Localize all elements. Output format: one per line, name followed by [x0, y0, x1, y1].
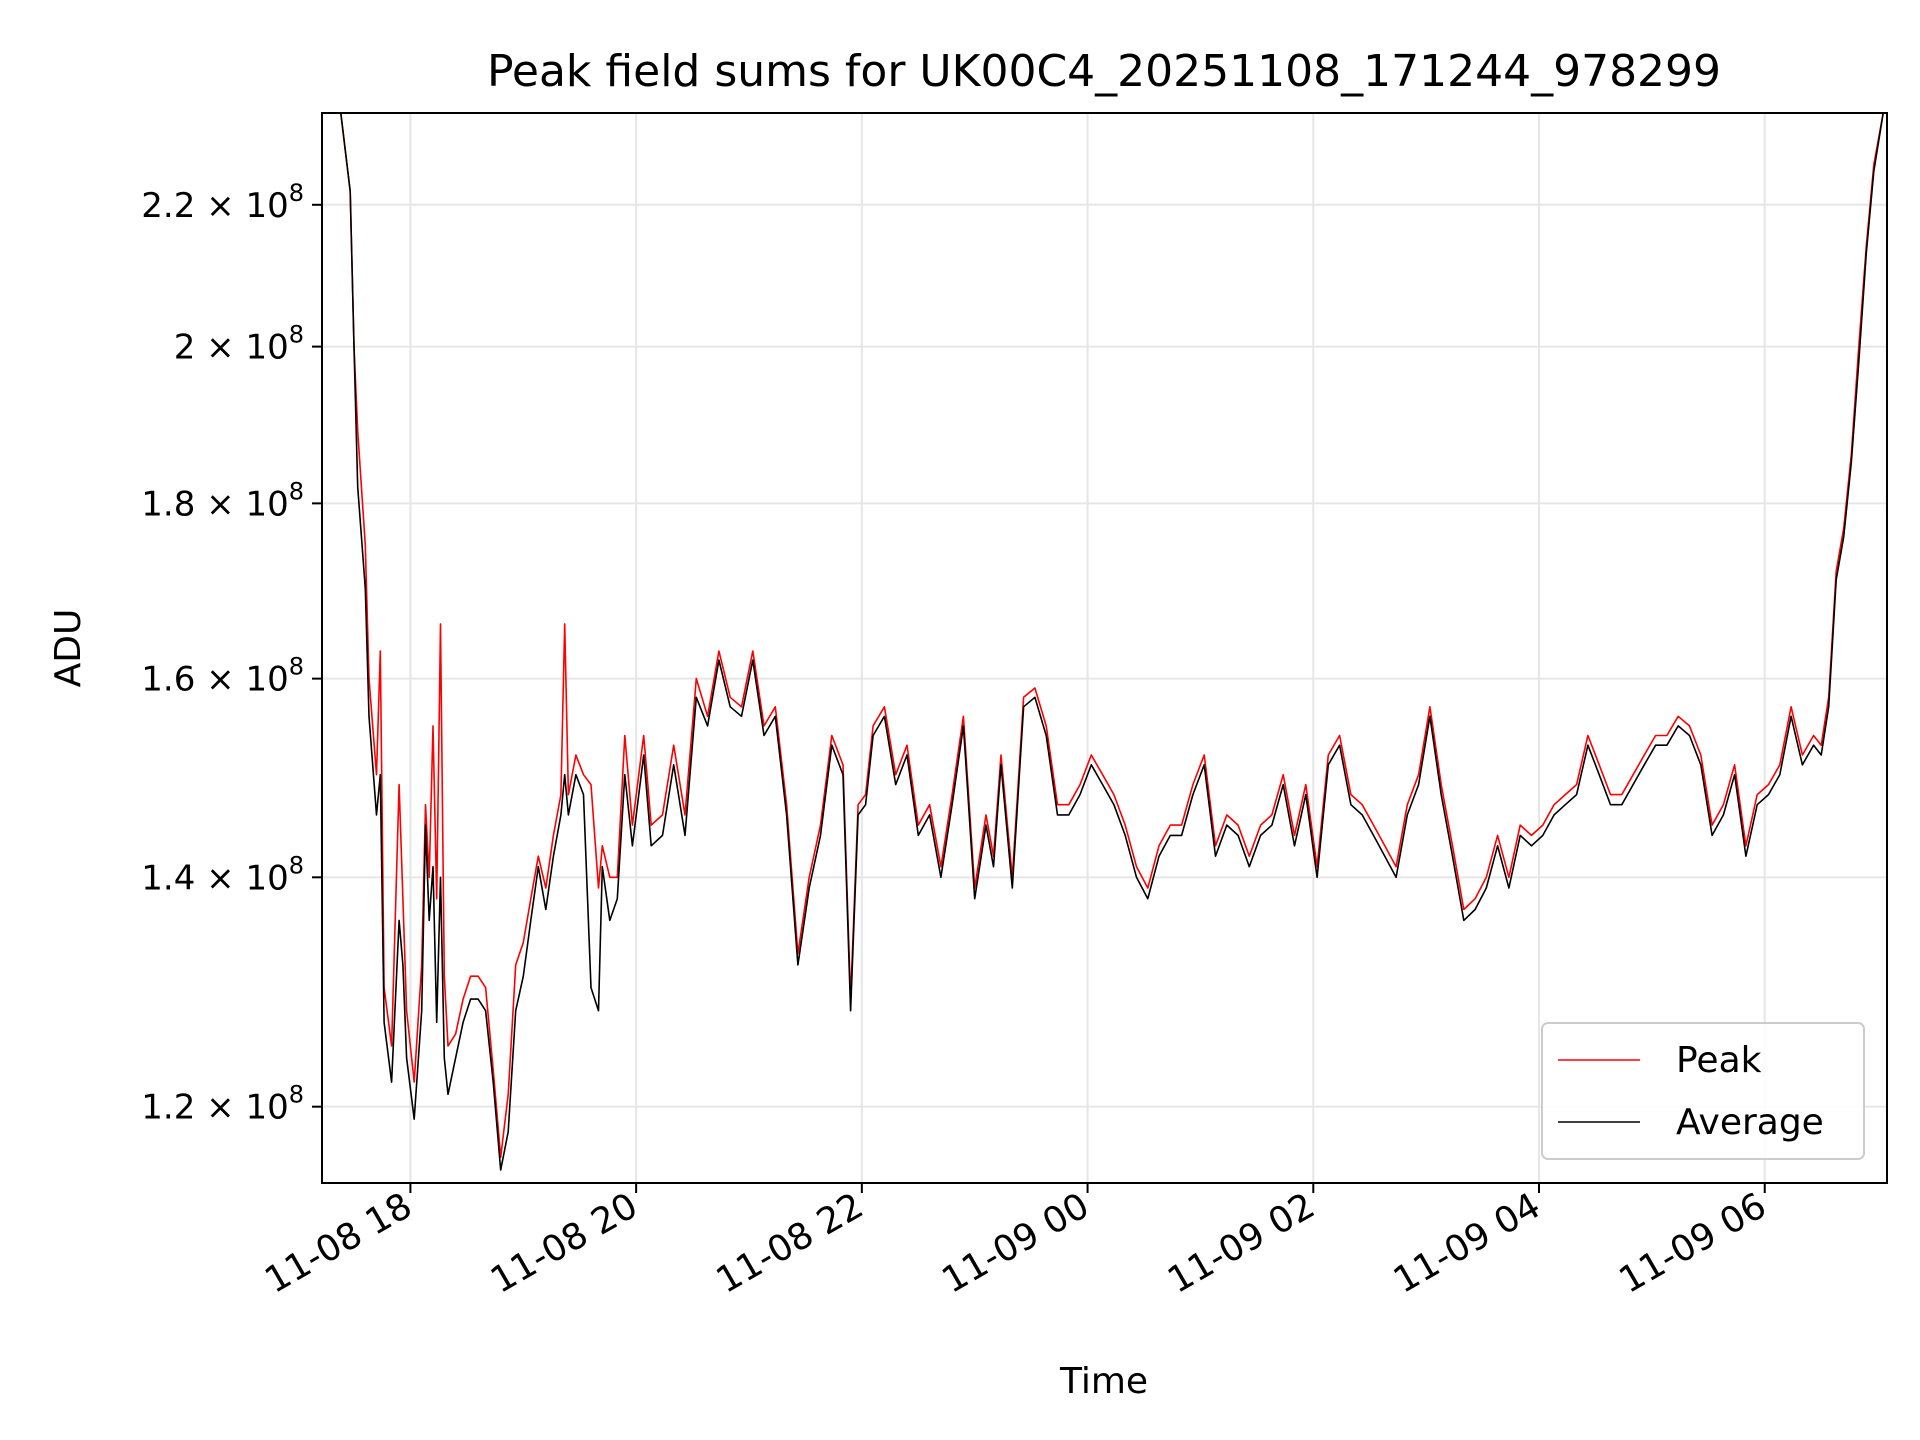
y-axis-ticks: 1.2 × 108 1.4 × 108 1.6 × 108 1.8 × 108 2 × … — [141, 179, 322, 1128]
y-tick-label: 2 × 108 — [174, 321, 304, 368]
legend-label-average: Average — [1676, 1102, 1824, 1143]
y-axis-label: ADU — [48, 609, 89, 688]
series-line-average — [322, 113, 1884, 1171]
chart-title: Peak field sums for UK00C4_20251108_1712… — [487, 46, 1721, 97]
y-tick-label: 1.4 × 108 — [141, 851, 304, 898]
plot-frame — [321, 112, 1888, 1184]
legend-label-peak: Peak — [1676, 1040, 1762, 1081]
y-tick-label: 1.2 × 108 — [141, 1081, 304, 1128]
y-tick-label: 2.2 × 108 — [141, 179, 304, 226]
legend: Peak Average — [1541, 1022, 1865, 1160]
series-layer — [322, 113, 1884, 1171]
legend-box — [1541, 1022, 1865, 1160]
y-tick-label: 1.6 × 108 — [141, 653, 304, 700]
x-axis-label: Time — [1059, 1361, 1148, 1402]
y-tick-label: 1.8 × 108 — [141, 477, 304, 524]
grid — [322, 113, 1887, 1183]
